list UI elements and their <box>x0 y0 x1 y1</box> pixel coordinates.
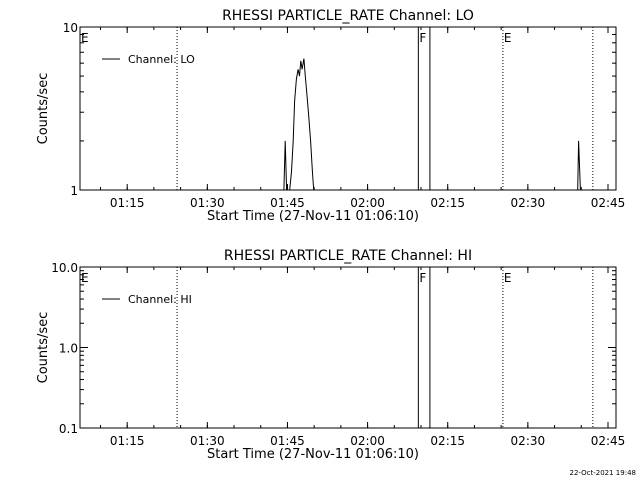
series-line-1-segment-1 <box>283 58 315 191</box>
x-axis-label: Start Time (27-Nov-11 01:06:10) <box>207 447 419 462</box>
x-tick-label: 02:45 <box>591 434 626 448</box>
marker-label: E <box>81 271 89 285</box>
chart-panel-2: RHESSI PARTICLE_RATE Channel: HI 01:15 01:… <box>36 248 625 462</box>
marker-label: E <box>504 31 512 45</box>
y-tick-label: 1 <box>70 184 78 198</box>
x-tick-label: 02:00 <box>350 196 385 210</box>
x-tick-label: 01:30 <box>190 196 225 210</box>
generation-timestamp: 22-Oct-2021 19:48 <box>569 469 636 477</box>
x-axis-label: Start Time (27-Nov-11 01:06:10) <box>207 209 419 224</box>
legend-entry: Channel: LO <box>128 53 195 66</box>
plot-frame <box>79 266 617 429</box>
marker-label: F <box>419 271 426 285</box>
y-axis-label: Counts/sec <box>36 312 51 384</box>
chart-title: RHESSI PARTICLE_RATE Channel: HI <box>224 248 472 264</box>
y-tick-label: 10 <box>63 21 78 35</box>
x-tick-label: 02:30 <box>511 434 546 448</box>
marker-label: E <box>81 31 89 45</box>
y-tick-label: 10.0 <box>51 261 78 275</box>
legend-entry: Channel: HI <box>128 293 192 306</box>
series-line-1-segment-2 <box>577 140 581 191</box>
y-tick-label: 1.0 <box>59 342 78 356</box>
x-tick-label: 02:00 <box>350 434 385 448</box>
y-axis-label: Counts/sec <box>36 73 51 145</box>
x-tick-label: 02:15 <box>430 196 465 210</box>
x-tick-label: 02:15 <box>430 434 465 448</box>
x-tick-label: 02:45 <box>591 196 626 210</box>
marker-label: F <box>419 31 426 45</box>
y-tick-label: 0.1 <box>59 422 78 436</box>
x-tick-label: 01:15 <box>110 434 145 448</box>
chart-panel-1: RHESSI PARTICLE_RATE Channel: LO 01:15 01:… <box>36 8 625 224</box>
x-tick-label: 01:45 <box>270 434 305 448</box>
x-tick-label: 01:45 <box>270 196 305 210</box>
chart-title: RHESSI PARTICLE_RATE Channel: LO <box>222 8 474 24</box>
marker-label: E <box>504 271 512 285</box>
x-tick-label: 02:30 <box>511 196 546 210</box>
plot-frame <box>79 26 617 191</box>
x-tick-label: 01:30 <box>190 434 225 448</box>
x-tick-label: 01:15 <box>110 196 145 210</box>
